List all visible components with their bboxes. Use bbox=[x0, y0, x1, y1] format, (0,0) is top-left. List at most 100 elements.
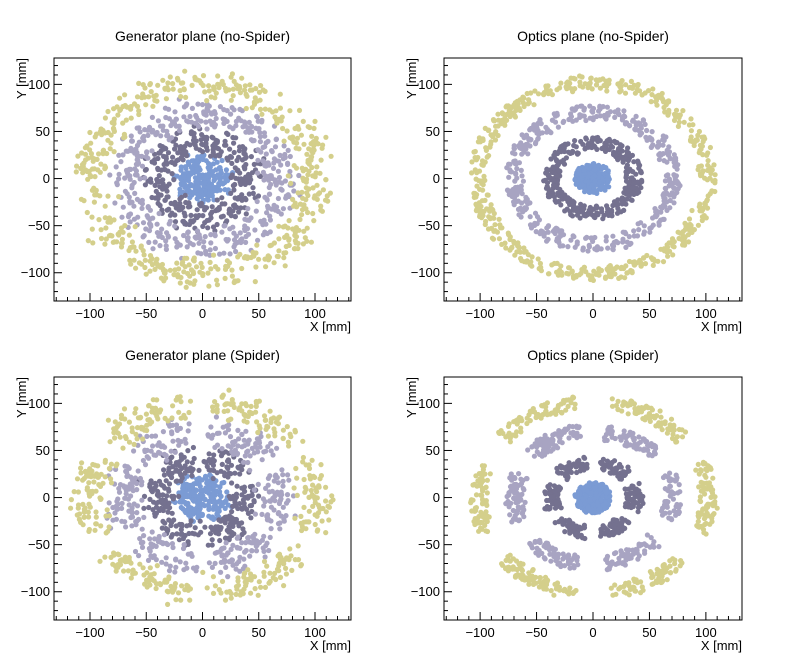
data-point bbox=[230, 93, 236, 99]
data-point bbox=[282, 178, 288, 184]
y-tick-label: 0 bbox=[43, 171, 50, 186]
data-point bbox=[507, 167, 513, 173]
chart-title: Optics plane (no-Spider) bbox=[517, 28, 669, 44]
data-point bbox=[126, 465, 132, 471]
data-point bbox=[245, 459, 251, 466]
data-point bbox=[200, 142, 206, 148]
data-point bbox=[603, 484, 609, 490]
data-point bbox=[228, 154, 235, 160]
data-point bbox=[167, 563, 173, 569]
data-point bbox=[277, 556, 284, 562]
data-point bbox=[228, 97, 234, 103]
data-point bbox=[584, 483, 590, 489]
data-point bbox=[239, 265, 245, 272]
data-point bbox=[283, 500, 290, 506]
data-point bbox=[147, 216, 153, 223]
data-point bbox=[114, 430, 120, 436]
data-point bbox=[189, 473, 195, 479]
data-point bbox=[310, 503, 316, 509]
data-point bbox=[607, 523, 613, 529]
data-point bbox=[638, 170, 644, 176]
data-point bbox=[272, 177, 278, 183]
data-point bbox=[199, 502, 205, 508]
x-tick-label: 50 bbox=[642, 306, 656, 321]
data-point bbox=[169, 470, 175, 476]
data-point bbox=[203, 475, 209, 481]
data-point bbox=[168, 448, 174, 454]
data-point bbox=[277, 526, 283, 532]
data-point bbox=[152, 410, 158, 416]
data-point bbox=[255, 157, 261, 163]
data-point bbox=[92, 134, 98, 140]
data-point bbox=[269, 109, 276, 115]
data-point bbox=[199, 132, 205, 138]
data-point bbox=[262, 144, 268, 150]
data-point bbox=[672, 191, 678, 197]
data-point bbox=[172, 569, 178, 575]
data-point bbox=[297, 216, 303, 223]
data-point bbox=[132, 570, 138, 576]
data-point bbox=[292, 557, 298, 563]
data-point bbox=[695, 132, 701, 138]
data-point bbox=[553, 164, 559, 170]
data-point bbox=[265, 444, 271, 450]
data-point bbox=[636, 494, 642, 500]
data-point bbox=[172, 584, 178, 590]
data-point bbox=[209, 564, 215, 571]
data-point bbox=[247, 453, 253, 459]
data-point bbox=[197, 518, 203, 524]
data-point bbox=[660, 202, 667, 208]
data-point bbox=[232, 213, 238, 220]
data-point bbox=[254, 170, 261, 176]
data-point bbox=[129, 484, 135, 490]
data-point bbox=[87, 129, 93, 136]
data-point bbox=[197, 483, 203, 490]
data-point bbox=[156, 533, 162, 540]
data-point bbox=[111, 239, 118, 245]
data-point bbox=[604, 203, 610, 209]
data-point bbox=[576, 502, 582, 508]
data-point bbox=[220, 213, 226, 219]
data-point bbox=[313, 486, 319, 492]
x-tick-label: −100 bbox=[465, 306, 494, 321]
data-point bbox=[276, 236, 282, 242]
data-point bbox=[155, 442, 161, 448]
data-point bbox=[709, 188, 715, 194]
data-point bbox=[226, 387, 232, 393]
data-point bbox=[694, 137, 700, 143]
data-point bbox=[705, 193, 711, 199]
data-point bbox=[226, 527, 232, 533]
data-point bbox=[121, 406, 128, 412]
data-point bbox=[224, 172, 230, 178]
data-point bbox=[96, 217, 102, 223]
data-point bbox=[623, 244, 629, 250]
data-point bbox=[295, 543, 301, 549]
data-point bbox=[216, 175, 222, 181]
data-point bbox=[641, 255, 647, 261]
data-point bbox=[116, 171, 122, 177]
data-point bbox=[141, 572, 147, 578]
data-point bbox=[309, 164, 315, 171]
data-point bbox=[603, 234, 609, 240]
data-point bbox=[131, 216, 137, 222]
data-point bbox=[557, 267, 563, 273]
data-point bbox=[103, 225, 109, 231]
data-point bbox=[552, 119, 559, 125]
data-point bbox=[704, 177, 711, 183]
data-point bbox=[558, 517, 564, 524]
data-point bbox=[194, 207, 200, 213]
data-point bbox=[241, 437, 247, 443]
data-point bbox=[559, 272, 565, 278]
data-point bbox=[187, 465, 194, 471]
y-tick-label: −50 bbox=[418, 218, 440, 233]
data-point bbox=[243, 403, 250, 409]
data-point bbox=[557, 243, 563, 249]
data-point bbox=[221, 120, 227, 126]
data-point bbox=[593, 490, 599, 496]
data-point bbox=[217, 104, 223, 110]
data-point bbox=[145, 417, 151, 423]
data-point bbox=[600, 456, 607, 462]
data-point bbox=[105, 108, 111, 115]
data-point bbox=[530, 124, 537, 130]
data-point bbox=[527, 200, 533, 206]
